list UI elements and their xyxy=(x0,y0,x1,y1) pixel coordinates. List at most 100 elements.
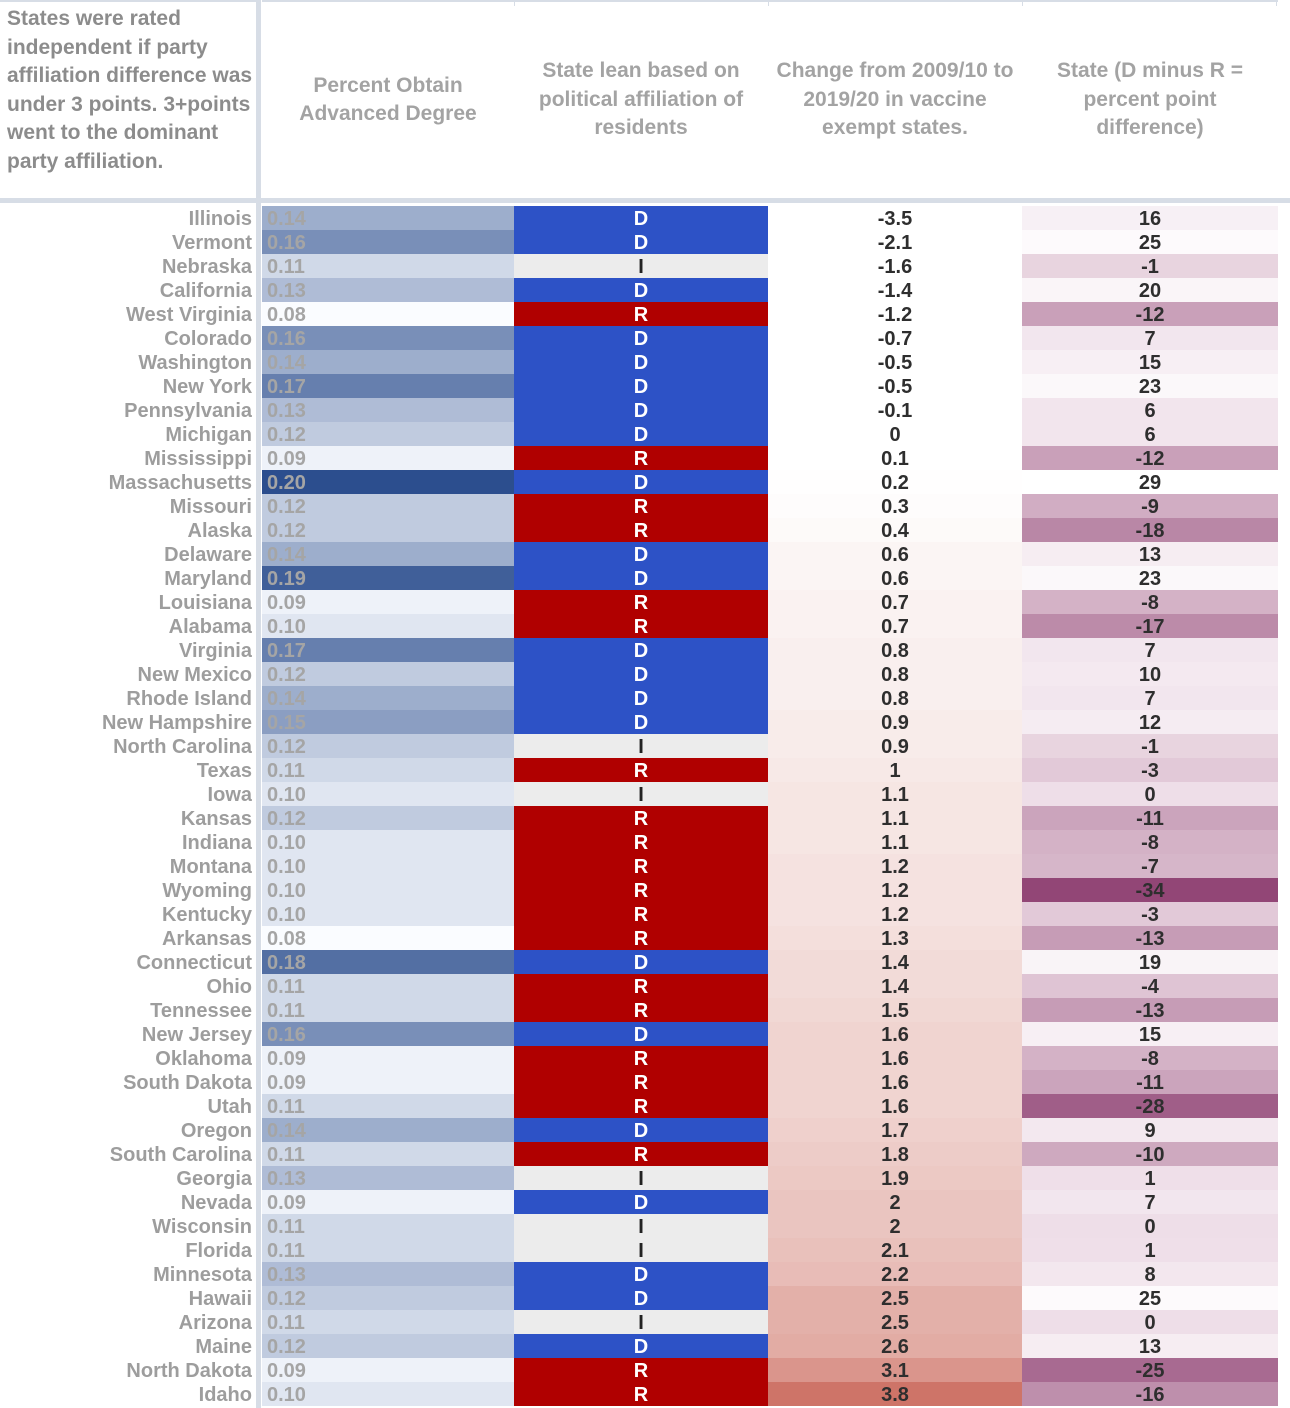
advanced-degree-cell: 0.19 xyxy=(262,566,514,590)
d-minus-r-cell: 23 xyxy=(1022,374,1278,398)
state-lean-cell: R xyxy=(514,854,768,878)
advanced-degree-cell: 0.11 xyxy=(262,1310,514,1334)
d-minus-r-cell: -7 xyxy=(1022,854,1278,878)
advanced-degree-cell: 0.11 xyxy=(262,1238,514,1262)
advanced-degree-cell: 0.10 xyxy=(262,1382,514,1406)
state-label: Massachusetts xyxy=(108,472,252,494)
d-minus-r-cell: -28 xyxy=(1022,1094,1278,1118)
change-cell: 1.1 xyxy=(768,806,1022,830)
change-cell: 0.8 xyxy=(768,686,1022,710)
state-label: Idaho xyxy=(198,1384,252,1406)
state-label: Alaska xyxy=(187,520,253,542)
state-label: Virginia xyxy=(179,640,252,662)
d-minus-r-cell: 7 xyxy=(1022,326,1278,350)
state-lean-cell: D xyxy=(514,566,768,590)
advanced-degree-cell: 0.14 xyxy=(262,542,514,566)
state-lean-cell: D xyxy=(514,422,768,446)
table-row: Iowa 0.10 I 1.1 0 xyxy=(0,782,1290,806)
state-lean-cell: R xyxy=(514,494,768,518)
table-row: Arizona 0.11 I 2.5 0 xyxy=(0,1310,1290,1334)
d-minus-r-cell: -13 xyxy=(1022,998,1278,1022)
state-lean-cell: R xyxy=(514,878,768,902)
table-row: Idaho 0.10 R 3.8 -16 xyxy=(0,1382,1290,1406)
state-lean-cell: D xyxy=(514,686,768,710)
advanced-degree-cell: 0.17 xyxy=(262,374,514,398)
state-lean-cell: D xyxy=(514,1022,768,1046)
state-lean-cell: R xyxy=(514,1094,768,1118)
change-cell: -0.5 xyxy=(768,350,1022,374)
state-lean-cell: R xyxy=(514,806,768,830)
d-minus-r-cell: 25 xyxy=(1022,230,1278,254)
d-minus-r-cell: 20 xyxy=(1022,278,1278,302)
change-cell: 1.8 xyxy=(768,1142,1022,1166)
state-lean-cell: D xyxy=(514,1118,768,1142)
header-note: States were rated independent if party a… xyxy=(0,0,256,198)
table-row: Oklahoma 0.09 R 1.6 -8 xyxy=(0,1046,1290,1070)
table-row: Nebraska 0.11 I -1.6 -1 xyxy=(0,254,1290,278)
table-row: Tennessee 0.11 R 1.5 -13 xyxy=(0,998,1290,1022)
table-row: Virginia 0.17 D 0.8 7 xyxy=(0,638,1290,662)
change-cell: -1.2 xyxy=(768,302,1022,326)
state-lean-cell: R xyxy=(514,518,768,542)
change-cell: 1.6 xyxy=(768,1046,1022,1070)
state-label: Oklahoma xyxy=(155,1048,252,1070)
table-row: Louisiana 0.09 R 0.7 -8 xyxy=(0,590,1290,614)
state-label: Arkansas xyxy=(161,928,252,950)
d-minus-r-cell: 7 xyxy=(1022,638,1278,662)
advanced-degree-cell: 0.12 xyxy=(262,494,514,518)
d-minus-r-cell: 16 xyxy=(1022,206,1278,230)
header-tick xyxy=(1276,0,1277,6)
state-label: Montana xyxy=(169,856,252,878)
table-row: Mississippi 0.09 R 0.1 -12 xyxy=(0,446,1290,470)
change-cell: 2.5 xyxy=(768,1286,1022,1310)
advanced-degree-cell: 0.13 xyxy=(262,398,514,422)
advanced-degree-cell: 0.10 xyxy=(262,830,514,854)
state-label: Oregon xyxy=(180,1120,252,1142)
state-lean-cell: R xyxy=(514,614,768,638)
change-cell: 2 xyxy=(768,1190,1022,1214)
d-minus-r-cell: -13 xyxy=(1022,926,1278,950)
table-row: Maine 0.12 D 2.6 13 xyxy=(0,1334,1290,1358)
advanced-degree-cell: 0.09 xyxy=(262,1190,514,1214)
table-row: Arkansas 0.08 R 1.3 -13 xyxy=(0,926,1290,950)
table-row: Georgia 0.13 I 1.9 1 xyxy=(0,1166,1290,1190)
d-minus-r-cell: 0 xyxy=(1022,1214,1278,1238)
d-minus-r-cell: -3 xyxy=(1022,902,1278,926)
d-minus-r-cell: 6 xyxy=(1022,422,1278,446)
state-label: New Mexico xyxy=(137,664,252,686)
state-label: Wyoming xyxy=(162,880,252,902)
d-minus-r-cell: 7 xyxy=(1022,686,1278,710)
d-minus-r-cell: 10 xyxy=(1022,662,1278,686)
d-minus-r-cell: -16 xyxy=(1022,1382,1278,1406)
d-minus-r-cell: 23 xyxy=(1022,566,1278,590)
state-label: Alabama xyxy=(168,616,252,638)
state-label: Wisconsin xyxy=(152,1216,252,1238)
advanced-degree-cell: 0.13 xyxy=(262,1262,514,1286)
table-row: Washington 0.14 D -0.5 15 xyxy=(0,350,1290,374)
change-cell: 0 xyxy=(768,422,1022,446)
advanced-degree-cell: 0.11 xyxy=(262,1094,514,1118)
d-minus-r-cell: -1 xyxy=(1022,254,1278,278)
change-cell: -0.7 xyxy=(768,326,1022,350)
state-lean-cell: R xyxy=(514,830,768,854)
header-tick xyxy=(514,0,515,6)
change-cell: 1.5 xyxy=(768,998,1022,1022)
advanced-degree-cell: 0.13 xyxy=(262,1166,514,1190)
header-tick xyxy=(768,0,769,6)
table-row: Colorado 0.16 D -0.7 7 xyxy=(0,326,1290,350)
advanced-degree-cell: 0.09 xyxy=(262,1358,514,1382)
state-lean-cell: R xyxy=(514,1046,768,1070)
state-lean-cell: R xyxy=(514,1358,768,1382)
state-label: Colorado xyxy=(164,328,252,350)
change-cell: 2.2 xyxy=(768,1262,1022,1286)
state-label: South Carolina xyxy=(109,1144,252,1166)
state-label: Tennessee xyxy=(150,1000,252,1022)
table-row: Maryland 0.19 D 0.6 23 xyxy=(0,566,1290,590)
d-minus-r-cell: -12 xyxy=(1022,302,1278,326)
state-label: Rhode Island xyxy=(126,688,252,710)
change-cell: 0.6 xyxy=(768,542,1022,566)
state-lean-cell: I xyxy=(514,254,768,278)
d-minus-r-cell: 0 xyxy=(1022,782,1278,806)
state-label: Arizona xyxy=(178,1312,252,1334)
header-tick xyxy=(1022,0,1023,6)
